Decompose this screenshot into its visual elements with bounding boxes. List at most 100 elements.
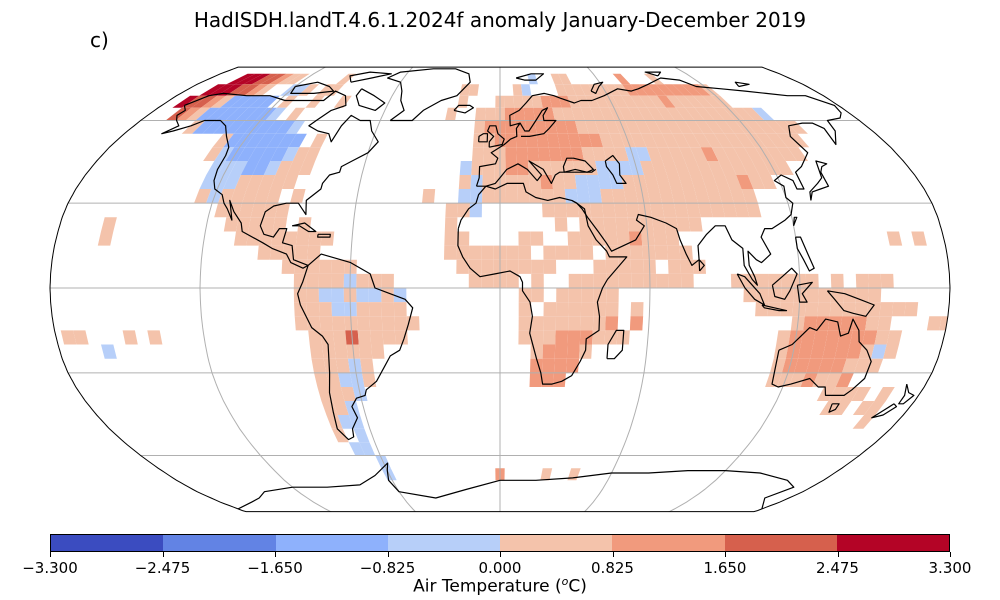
anomaly-cell bbox=[701, 175, 718, 189]
anomaly-cell bbox=[238, 95, 262, 108]
anomaly-cell bbox=[718, 161, 737, 175]
anomaly-cell bbox=[356, 316, 371, 331]
anomaly-cell bbox=[713, 107, 735, 121]
anomaly-cell bbox=[258, 175, 276, 189]
anomaly-cell bbox=[338, 372, 353, 387]
anomaly-cell bbox=[755, 302, 769, 317]
anomaly-cell bbox=[666, 107, 685, 121]
anomaly-cell bbox=[526, 133, 538, 148]
anomaly-cell bbox=[703, 133, 723, 148]
anomaly-cell bbox=[629, 245, 644, 260]
anomaly-cell bbox=[886, 330, 903, 345]
anomaly-cell bbox=[594, 120, 610, 134]
anomaly-cell bbox=[529, 189, 542, 204]
anomaly-cell bbox=[806, 358, 823, 373]
anomaly-cell bbox=[122, 330, 138, 345]
anomaly-cell bbox=[743, 288, 757, 303]
anomaly-cell bbox=[684, 120, 704, 134]
anomaly-cell bbox=[672, 84, 694, 96]
anomaly-cell bbox=[637, 107, 655, 121]
anomaly-cell bbox=[604, 120, 620, 134]
anomaly-cell bbox=[473, 120, 485, 134]
anomaly-cell bbox=[202, 120, 226, 134]
anomaly-cell bbox=[851, 387, 872, 401]
anomaly-cell bbox=[281, 147, 300, 161]
anomaly-cell bbox=[101, 217, 117, 232]
anomaly-cell bbox=[765, 147, 786, 161]
anomaly-cell bbox=[676, 217, 691, 232]
anomaly-cell bbox=[662, 161, 679, 175]
anomaly-cell bbox=[605, 259, 619, 274]
anomaly-cell bbox=[471, 161, 484, 175]
anomaly-cell bbox=[638, 84, 658, 96]
graticule bbox=[50, 67, 950, 512]
anomaly-cell bbox=[513, 95, 524, 108]
anomaly-cell bbox=[592, 147, 607, 161]
anomaly-cell bbox=[530, 330, 544, 345]
anomaly-cell bbox=[485, 107, 496, 121]
colorbar-tick bbox=[500, 552, 501, 557]
anomaly-cell bbox=[588, 189, 602, 204]
anomaly-cell bbox=[787, 133, 810, 148]
anomaly-cell bbox=[195, 107, 220, 121]
anomaly-cell bbox=[730, 273, 744, 288]
anomaly-cell bbox=[521, 84, 532, 96]
anomaly-cell bbox=[593, 302, 607, 317]
coastline bbox=[487, 125, 505, 148]
anomaly-cell bbox=[597, 175, 612, 189]
anomaly-cell bbox=[283, 231, 298, 246]
anomaly-cell bbox=[540, 95, 553, 108]
anomaly-cell bbox=[223, 120, 246, 134]
anomaly-cell bbox=[822, 344, 838, 359]
anomaly-cell bbox=[871, 344, 887, 359]
anomaly-cell bbox=[444, 245, 457, 260]
anomaly-cell bbox=[481, 273, 494, 288]
anomaly-cell bbox=[613, 147, 629, 161]
anomaly-cell bbox=[553, 189, 566, 204]
anomaly-cell bbox=[258, 231, 273, 246]
anomaly-cell bbox=[326, 415, 343, 429]
anomaly-cell bbox=[523, 107, 535, 121]
anomaly-cell bbox=[331, 302, 345, 317]
anomaly-cell bbox=[314, 372, 330, 387]
anomaly-cell bbox=[682, 189, 698, 204]
anomaly-cell bbox=[297, 217, 312, 232]
anomaly-cell bbox=[611, 189, 626, 204]
anomaly-cell bbox=[605, 84, 622, 96]
colorbar-segment bbox=[163, 535, 276, 551]
anomaly-cell bbox=[277, 73, 302, 85]
anomaly-cell bbox=[734, 133, 755, 148]
anomaly-cell bbox=[265, 120, 286, 134]
anomaly-cell bbox=[566, 203, 580, 218]
anomaly-cell bbox=[518, 259, 532, 274]
anomaly-cell bbox=[469, 203, 482, 218]
anomaly-cell bbox=[581, 147, 596, 161]
anomaly-cell bbox=[865, 316, 880, 331]
anomaly-cell bbox=[855, 273, 869, 288]
anomaly-cell bbox=[774, 120, 798, 134]
anomaly-cell bbox=[780, 273, 794, 288]
anomaly-cell bbox=[840, 316, 855, 331]
colorbar-segment bbox=[724, 535, 837, 551]
anomaly-cell bbox=[768, 273, 782, 288]
coastline bbox=[606, 329, 625, 360]
anomaly-cell bbox=[475, 107, 486, 121]
coastline bbox=[771, 318, 872, 396]
anomaly-cell bbox=[647, 107, 665, 121]
anomaly-cell bbox=[295, 231, 310, 246]
anomaly-cell bbox=[579, 84, 595, 96]
anomaly-cell bbox=[276, 95, 298, 108]
colorbar-tick-label: −1.650 bbox=[247, 559, 303, 577]
anomaly-cell bbox=[147, 330, 163, 345]
coastline bbox=[771, 267, 798, 300]
anomaly-cell bbox=[505, 189, 518, 204]
anomaly-cell bbox=[674, 203, 689, 218]
anomaly-cell bbox=[686, 203, 701, 218]
anomaly-cell bbox=[504, 95, 515, 108]
anomaly-cell bbox=[382, 330, 396, 345]
anomaly-cell bbox=[568, 245, 581, 260]
coastline bbox=[457, 199, 628, 385]
anomaly-cell bbox=[680, 259, 694, 274]
anomaly-cell bbox=[667, 175, 683, 189]
anomaly-cell bbox=[877, 316, 892, 331]
